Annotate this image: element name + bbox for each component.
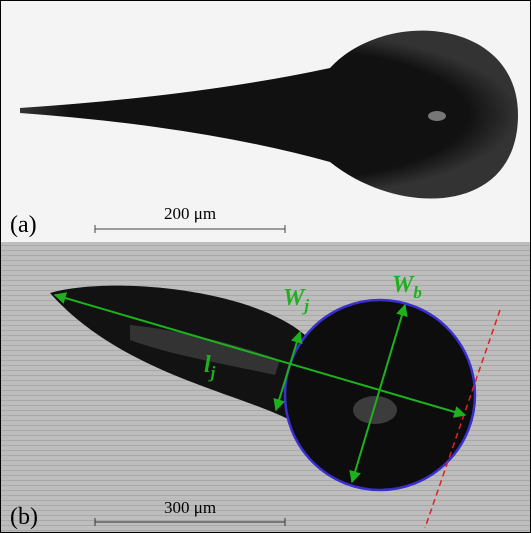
symbol: W bbox=[283, 285, 306, 311]
figure: 200 μm (a) Wj Wb lj 300 μm (b) bbox=[0, 0, 531, 533]
panel-label-a: (a) bbox=[10, 212, 37, 238]
panel-label-b: (b) bbox=[10, 504, 38, 530]
panel-b: Wj Wb lj 300 μm (b) bbox=[0, 242, 531, 533]
symbol: W bbox=[392, 272, 415, 298]
bulb bbox=[285, 300, 475, 490]
scale-text-b: 300 μm bbox=[164, 498, 216, 517]
subscript: b bbox=[413, 283, 422, 302]
bulb-highlight bbox=[353, 396, 397, 424]
panel-a: 200 μm (a) bbox=[0, 0, 531, 242]
droplet-highlight bbox=[428, 111, 446, 121]
scale-text-a: 200 μm bbox=[164, 204, 216, 223]
